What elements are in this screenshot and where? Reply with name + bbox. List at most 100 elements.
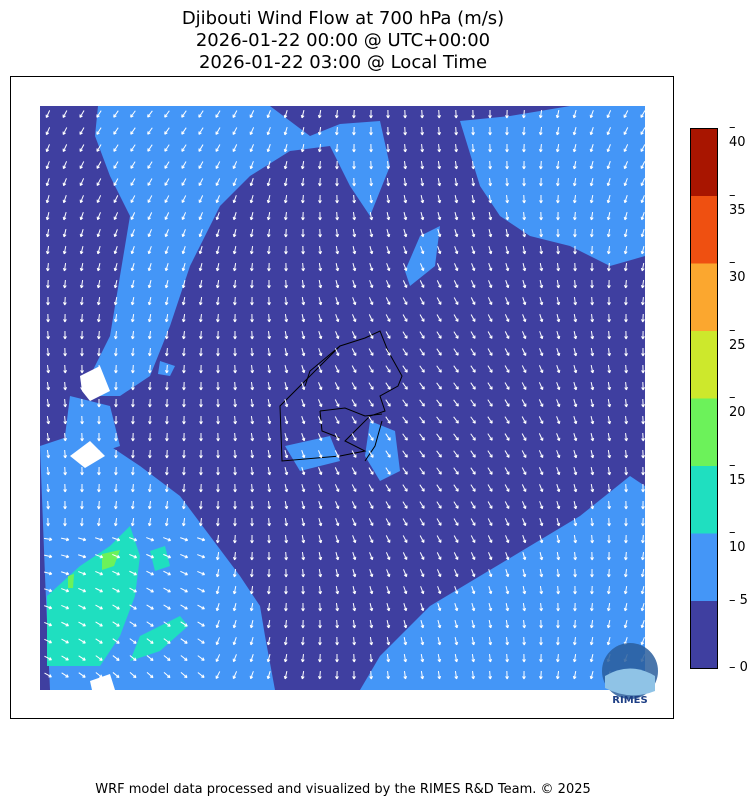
wind-arrow [368, 467, 374, 475]
wind-arrow [198, 110, 204, 118]
wind-arrow [216, 466, 220, 476]
wind-arrow [131, 381, 135, 391]
wind-arrow [453, 518, 459, 526]
wind-arrow [318, 228, 322, 238]
wind-arrow [284, 296, 289, 306]
wind-arrow [640, 229, 645, 238]
wind-arrow [487, 450, 493, 458]
wind-arrow [352, 653, 356, 663]
wind-arrow [216, 330, 220, 340]
wind-arrow [61, 588, 70, 593]
wind-arrow [215, 654, 221, 663]
colorbar-tick: – 30 [729, 255, 746, 285]
wind-arrow [216, 381, 220, 391]
wind-arrow [61, 554, 70, 559]
wind-arrow [164, 161, 170, 169]
wind-arrow [216, 364, 220, 374]
wind-arrow [606, 637, 611, 646]
wind-arrow [250, 330, 254, 340]
wind-arrow [573, 602, 577, 612]
wind-arrow [624, 330, 628, 340]
wind-arrow [181, 263, 186, 272]
wind-arrow [419, 263, 425, 272]
wind-arrow [112, 604, 120, 610]
wind-arrow [44, 638, 53, 644]
wind-arrow [318, 551, 323, 561]
wind-arrow [147, 161, 153, 169]
wind-arrow [182, 466, 186, 476]
wind-arrow [385, 518, 391, 526]
wind-arrow [640, 637, 645, 646]
wind-arrow [96, 144, 102, 152]
wind-arrow [522, 670, 526, 680]
wind-arrow [301, 450, 306, 459]
wind-arrow [539, 348, 544, 357]
wind-arrow [317, 670, 322, 680]
wind-arrow [335, 568, 340, 578]
wind-arrow [112, 554, 121, 559]
wind-arrow [624, 347, 628, 357]
wind-arrow [351, 433, 357, 441]
wind-arrow [266, 245, 271, 255]
wind-arrow [181, 229, 186, 238]
wind-arrow [470, 518, 476, 526]
wind-arrow [97, 415, 101, 425]
wind-arrow [607, 279, 611, 289]
wind-arrow [641, 483, 645, 493]
wind-arrow [369, 211, 374, 221]
wind-arrow [163, 621, 171, 627]
wind-arrow [436, 382, 442, 390]
wind-arrow [572, 653, 577, 663]
wind-arrow [318, 382, 323, 391]
wind-arrow [419, 382, 425, 390]
wind-arrow [573, 313, 578, 323]
wind-arrow [539, 568, 544, 578]
wind-arrow [419, 331, 425, 339]
wind-arrow [45, 144, 50, 153]
wind-arrow [368, 399, 374, 407]
wind-arrow [556, 194, 560, 204]
wind-arrow [129, 587, 137, 593]
colorbar-tick: – 10 [729, 525, 746, 555]
wind-arrow [403, 670, 408, 680]
wind-arrow [623, 161, 628, 170]
wind-arrow [352, 569, 357, 578]
wind-arrow [96, 279, 101, 289]
wind-arrow [505, 602, 510, 612]
wind-arrow [283, 177, 288, 187]
wind-arrow [130, 229, 135, 238]
wind-arrow [334, 467, 340, 476]
wind-arrow [163, 570, 171, 576]
wind-arrow [335, 552, 340, 561]
wind-arrow [335, 331, 340, 340]
wind-arrow [96, 313, 101, 323]
wind-arrow [233, 398, 238, 408]
wind-arrow [437, 670, 442, 680]
wind-arrow [146, 638, 154, 644]
wind-arrow [487, 382, 493, 390]
wind-arrow [590, 313, 595, 323]
wind-arrow [487, 416, 493, 424]
wind-arrow [385, 467, 391, 475]
wind-arrow [232, 637, 237, 646]
wind-arrow [334, 433, 340, 441]
wind-arrow [284, 450, 289, 459]
wind-arrow [470, 365, 476, 373]
wind-arrow [95, 621, 103, 627]
wind-arrow [590, 364, 595, 374]
wind-arrow [181, 330, 186, 340]
wind-arrow [640, 551, 645, 561]
wind-arrow [573, 382, 578, 391]
wind-arrow [233, 534, 237, 544]
wind-arrow [283, 110, 288, 119]
wind-arrow [232, 602, 237, 612]
wind-arrow [454, 194, 459, 204]
wind-arrow [249, 619, 254, 629]
wind-arrow [419, 535, 425, 543]
wind-arrow [301, 517, 306, 527]
wind-arrow [386, 586, 391, 595]
wind-arrow [556, 296, 561, 306]
wind-arrow [436, 484, 442, 492]
wind-arrow [147, 212, 153, 221]
wind-arrow [590, 551, 594, 561]
